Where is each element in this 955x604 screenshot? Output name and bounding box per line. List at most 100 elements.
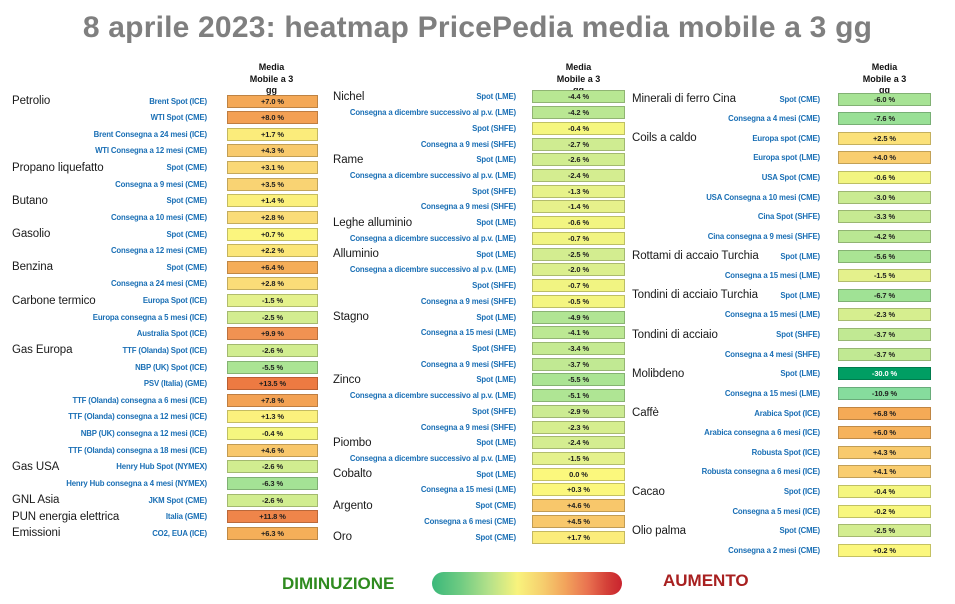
value-cell: +4.1 %: [838, 465, 931, 479]
series-label: Consegna a 9 mesi (SHFE): [420, 359, 516, 369]
value-cell: -4.2 %: [838, 229, 931, 243]
series-label: Italia (GME): [165, 512, 207, 522]
value-cell: +1.7 %: [227, 127, 318, 141]
value-cell: -4.1 %: [532, 326, 625, 340]
series-label: WTI Consegna a 12 mesi (CME): [95, 146, 207, 156]
value-cell: +6.8 %: [838, 406, 931, 420]
value-cell: -5.6 %: [838, 249, 931, 263]
heatmap-row: Tondini di acciaio Turchia Spot (LME) -6.7…: [632, 285, 931, 305]
value-cell: -2.9 %: [532, 404, 625, 418]
series-label: JKM Spot (CME): [148, 495, 207, 505]
commodity-category-label: Caffè: [632, 407, 659, 419]
value-cell: -4.9 %: [532, 310, 625, 324]
commodity-category-label: Petrolio: [12, 95, 51, 107]
heatmap-row: Rame Spot (LME) -2.6 %: [333, 152, 625, 168]
commodity-category-label: Propano liquefatto: [12, 161, 104, 174]
series-label: Cina consegna a 9 mesi (SHFE): [707, 231, 820, 241]
heatmap-row: Stagno Spot (LME) -4.9 %: [333, 309, 625, 325]
heatmap-column-ferrous-softs: Minerali di ferro Cina Spot (CME) -6.0 % Co…: [632, 89, 931, 560]
series-label: Consegna a 6 mesi (CME): [424, 516, 516, 526]
value-cell: -2.5 %: [532, 247, 625, 261]
heatmap-row: WTI Spot (CME) +8.0 %: [12, 109, 318, 126]
value-cell: -4.4 %: [532, 90, 625, 104]
series-label: Consegna a 9 mesi (SHFE): [420, 139, 516, 149]
series-label: Consegna a 9 mesi (SHFE): [420, 422, 516, 432]
value-cell: +1.4 %: [227, 194, 318, 208]
series-label: Consegna a 10 mesi (CME): [110, 212, 207, 222]
series-label: Spot (SHFE): [472, 406, 516, 416]
commodity-category-label: Butano: [12, 194, 48, 207]
legend-increase-label: AUMENTO: [663, 571, 749, 590]
series-label: Cina Spot (SHFE): [757, 212, 820, 222]
heatmap-row: Nichel Spot (LME) -4.4 %: [333, 89, 625, 105]
value-cell: +2.5 %: [838, 131, 931, 145]
heatmap-row: Henry Hub consegna a 4 mesi (NYMEX) -6.3 …: [12, 475, 318, 492]
value-cell: -0.7 %: [532, 279, 625, 293]
heatmap-row: Consegna a 15 mesi (LME) -10.9 %: [632, 384, 931, 404]
value-cell: -0.4 %: [838, 485, 931, 498]
series-label: Spot (CME): [779, 526, 820, 536]
series-label: Arabica Spot (ICE): [754, 408, 820, 418]
heatmap-row: Brent Consegna a 24 mesi (ICE) +1.7 %: [12, 126, 318, 143]
value-cell: -7.6 %: [838, 112, 931, 126]
series-label: Spot (SHFE): [472, 186, 516, 196]
series-label: NBP (UK) consegna a 12 mesi (ICE): [80, 429, 207, 438]
value-cell: +7.8 %: [227, 393, 318, 407]
commodity-category-label: Cobalto: [333, 468, 372, 481]
commodity-category-label: Rame: [333, 153, 364, 166]
value-cell: -1.3 %: [532, 184, 625, 198]
commodity-category-label: Stagno: [333, 311, 369, 324]
series-label: Spot (ICE): [783, 487, 820, 496]
series-label: Europa spot (CME): [752, 133, 820, 143]
heatmap-row: Caffè Arabica Spot (ICE) +6.8 %: [632, 403, 931, 423]
heatmap-row: Butano Spot (CME) +1.4 %: [12, 192, 318, 209]
value-cell: 0.0 %: [532, 467, 625, 481]
heatmap-row: USA Consegna a 10 mesi (CME) -3.0 %: [632, 187, 931, 207]
legend-gradient-bar: [432, 572, 622, 595]
series-label: Australia Spot (ICE): [136, 329, 207, 339]
value-column-header: Media Mobile a 3 gg: [556, 62, 601, 95]
heatmap-row: Consegna a dicembre successivo al p.v. (…: [333, 168, 625, 184]
heatmap-row: GNL Asia JKM Spot (CME) -2.6 %: [12, 492, 318, 509]
heatmap-row: Europa consegna a 5 mesi (ICE) -2.5 %: [12, 309, 318, 326]
value-cell: +2.8 %: [227, 210, 318, 224]
heatmap-row: Arabica consegna a 6 mesi (ICE) +6.0 %: [632, 423, 931, 443]
series-label: Spot (SHFE): [472, 343, 516, 353]
heatmap-row: Consegna a 9 mesi (SHFE) -2.7 %: [333, 136, 625, 152]
value-cell: -1.5 %: [227, 294, 318, 307]
series-label: Spot (SHFE): [472, 281, 516, 291]
heatmap-row: Benzina Spot (CME) +6.4 %: [12, 259, 318, 276]
commodity-category-label: Emissioni: [12, 527, 61, 540]
series-label: Spot (CME): [166, 196, 207, 206]
value-cell: -0.4 %: [227, 427, 318, 440]
heatmap-row: Zinco Spot (LME) -5.5 %: [333, 372, 625, 388]
series-label: Consegna a 2 mesi (CME): [728, 545, 820, 555]
commodity-category-label: Argento: [333, 499, 373, 512]
series-label: Consegna a 5 mesi (ICE): [732, 506, 820, 516]
series-label: Consegna a 4 mesi (CME): [728, 114, 820, 124]
series-label: Consegna a 9 mesi (CME): [115, 179, 207, 189]
value-cell: +4.3 %: [838, 445, 931, 459]
heatmap-row: Leghe alluminio Spot (LME) -0.6 %: [333, 215, 625, 231]
value-cell: -30.0 %: [838, 367, 931, 381]
heatmap-row: TTF (Olanda) consegna a 12 mesi (ICE) +1.…: [12, 409, 318, 426]
series-label: Robusta Spot (ICE): [751, 447, 820, 457]
value-cell: +1.7 %: [532, 530, 625, 544]
value-cell: -1.5 %: [838, 269, 931, 283]
value-cell: -5.1 %: [532, 389, 625, 403]
heatmap-row: Gas USA Henry Hub Spot (NYMEX) -2.6 %: [12, 458, 318, 475]
commodity-category-label: Tondini di acciaio: [632, 328, 718, 341]
commodity-category-label: Oro: [333, 531, 352, 544]
commodity-category-label: Minerali di ferro Cina: [632, 93, 736, 105]
heatmap-row: Australia Spot (ICE) +9.9 %: [12, 325, 318, 342]
series-label: Spot (LME): [476, 92, 516, 102]
value-cell: +3.5 %: [227, 177, 318, 191]
value-cell: -1.4 %: [532, 200, 625, 214]
commodity-category-label: Piombo: [333, 436, 372, 449]
series-label: Consegna a dicembre successivo al p.v. (…: [349, 108, 516, 118]
series-label: WTI Spot (CME): [150, 113, 208, 123]
commodity-category-label: Nichel: [333, 90, 365, 103]
series-label: Henry Hub Spot (NYMEX): [116, 462, 207, 472]
commodity-category-label: Benzina: [12, 261, 53, 274]
heatmap-row: Molibdeno Spot (LME) -30.0 %: [632, 364, 931, 384]
